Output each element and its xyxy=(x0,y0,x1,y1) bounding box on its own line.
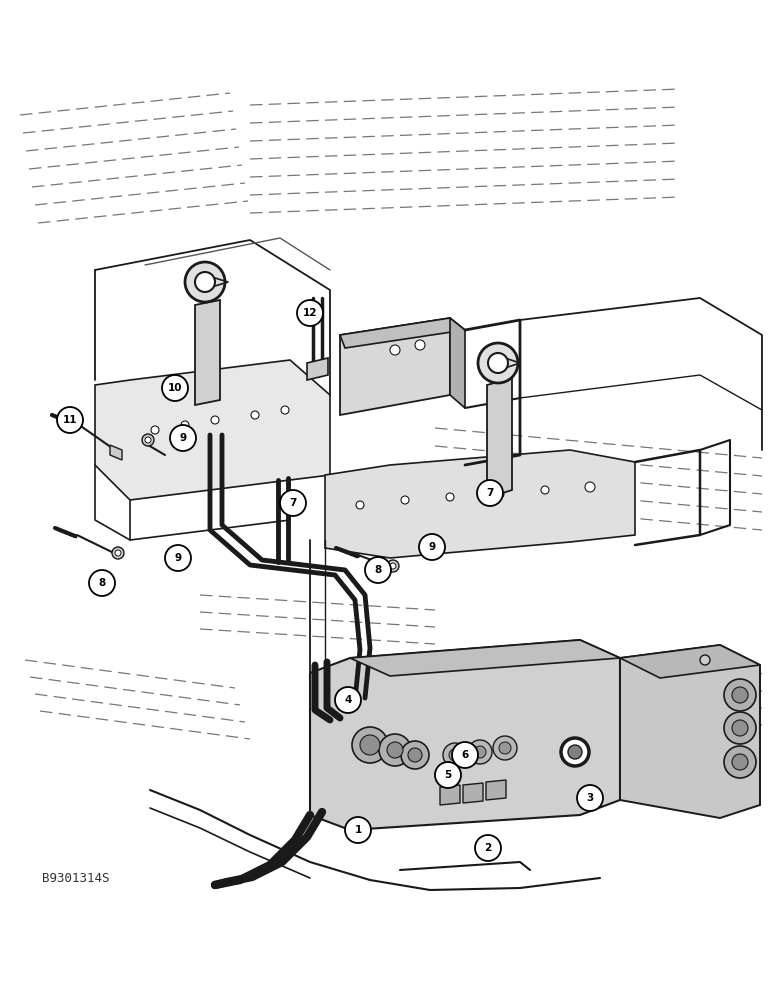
Circle shape xyxy=(352,727,388,763)
Circle shape xyxy=(443,743,467,767)
Text: 12: 12 xyxy=(303,308,317,318)
Polygon shape xyxy=(486,780,506,800)
Text: 6: 6 xyxy=(462,750,469,760)
Circle shape xyxy=(251,411,259,419)
Circle shape xyxy=(335,687,361,713)
Circle shape xyxy=(390,563,396,569)
Polygon shape xyxy=(463,783,483,803)
Circle shape xyxy=(488,353,508,373)
Circle shape xyxy=(452,742,478,768)
Circle shape xyxy=(561,738,589,766)
Circle shape xyxy=(577,785,603,811)
Circle shape xyxy=(732,687,748,703)
Circle shape xyxy=(162,375,188,401)
Text: 9: 9 xyxy=(179,433,187,443)
Circle shape xyxy=(211,416,219,424)
Circle shape xyxy=(724,746,756,778)
Circle shape xyxy=(475,835,501,861)
Circle shape xyxy=(281,406,289,414)
Circle shape xyxy=(724,679,756,711)
Text: 7: 7 xyxy=(290,498,296,508)
Circle shape xyxy=(360,735,380,755)
Circle shape xyxy=(568,745,582,759)
Circle shape xyxy=(89,570,115,596)
Polygon shape xyxy=(620,645,760,818)
Polygon shape xyxy=(325,450,635,558)
Circle shape xyxy=(151,426,159,434)
Polygon shape xyxy=(450,318,465,408)
Circle shape xyxy=(732,754,748,770)
Text: 2: 2 xyxy=(484,843,492,853)
Polygon shape xyxy=(440,785,460,805)
Circle shape xyxy=(390,345,400,355)
Polygon shape xyxy=(620,645,760,678)
Polygon shape xyxy=(310,640,620,830)
Circle shape xyxy=(541,486,549,494)
Circle shape xyxy=(700,655,710,665)
Circle shape xyxy=(468,740,492,764)
Circle shape xyxy=(297,300,323,326)
Circle shape xyxy=(493,736,517,760)
Circle shape xyxy=(387,560,399,572)
Polygon shape xyxy=(487,378,512,498)
Circle shape xyxy=(145,437,151,443)
Circle shape xyxy=(474,746,486,758)
Text: 9: 9 xyxy=(428,542,435,552)
Circle shape xyxy=(435,762,461,788)
Text: 5: 5 xyxy=(445,770,452,780)
Polygon shape xyxy=(340,318,450,415)
Circle shape xyxy=(499,742,511,754)
Circle shape xyxy=(181,421,189,429)
Circle shape xyxy=(401,496,409,504)
Circle shape xyxy=(408,748,422,762)
Circle shape xyxy=(449,749,461,761)
Circle shape xyxy=(387,742,403,758)
Circle shape xyxy=(170,425,196,451)
Circle shape xyxy=(496,490,504,498)
Circle shape xyxy=(379,734,411,766)
Polygon shape xyxy=(95,360,330,500)
Circle shape xyxy=(356,501,364,509)
Text: 9: 9 xyxy=(174,553,181,563)
Circle shape xyxy=(446,493,454,501)
Text: 11: 11 xyxy=(63,415,77,425)
Circle shape xyxy=(585,482,595,492)
Text: 4: 4 xyxy=(344,695,352,705)
Circle shape xyxy=(401,741,429,769)
Circle shape xyxy=(142,434,154,446)
Circle shape xyxy=(732,720,748,736)
Text: 10: 10 xyxy=(168,383,182,393)
Circle shape xyxy=(477,480,503,506)
Circle shape xyxy=(165,545,191,571)
Polygon shape xyxy=(307,358,328,380)
Circle shape xyxy=(724,712,756,744)
Circle shape xyxy=(112,547,124,559)
Text: B9301314S: B9301314S xyxy=(42,871,110,884)
Circle shape xyxy=(185,262,225,302)
Polygon shape xyxy=(350,640,620,676)
Text: 8: 8 xyxy=(98,578,106,588)
Circle shape xyxy=(345,817,371,843)
Circle shape xyxy=(195,272,215,292)
Polygon shape xyxy=(340,318,465,348)
Polygon shape xyxy=(195,300,220,405)
Circle shape xyxy=(478,343,518,383)
Text: 3: 3 xyxy=(587,793,594,803)
Circle shape xyxy=(415,340,425,350)
Circle shape xyxy=(365,557,391,583)
Circle shape xyxy=(57,407,83,433)
Polygon shape xyxy=(110,445,122,460)
Text: 8: 8 xyxy=(374,565,381,575)
Circle shape xyxy=(419,534,445,560)
Text: 1: 1 xyxy=(354,825,361,835)
Text: 7: 7 xyxy=(486,488,493,498)
Circle shape xyxy=(280,490,306,516)
Circle shape xyxy=(115,550,121,556)
